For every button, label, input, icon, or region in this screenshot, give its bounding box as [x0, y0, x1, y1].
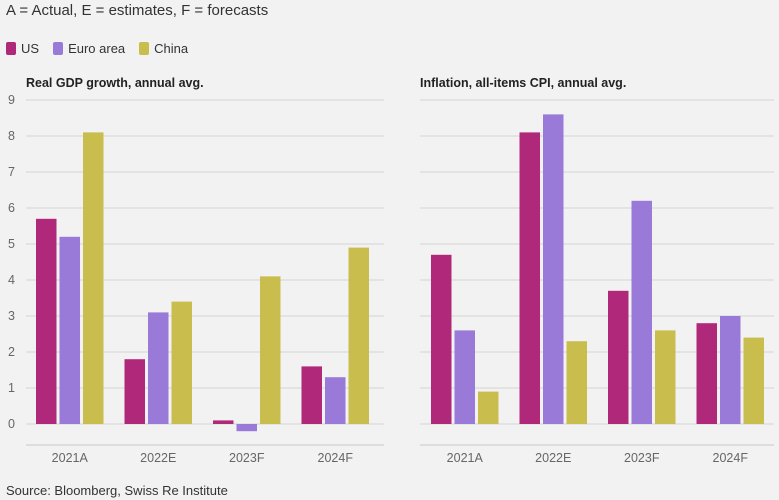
y-tick-label: 7 — [8, 165, 15, 179]
legend-label-us: US — [21, 41, 40, 56]
bar-china — [348, 247, 369, 424]
legend-item-us: US — [6, 41, 39, 56]
bar-us — [36, 218, 57, 424]
legend-swatch-china — [139, 42, 150, 55]
y-tick-label: 4 — [8, 273, 15, 287]
x-tick-label: 2021A — [447, 451, 484, 465]
legend-item-euro-area: Euro area — [53, 41, 125, 56]
bar-us — [124, 359, 145, 424]
bar-euro-area — [454, 330, 475, 424]
y-tick-label: 6 — [8, 201, 15, 215]
bar-china — [83, 132, 104, 424]
y-tick-label: 8 — [8, 129, 15, 143]
y-tick-label: 1 — [8, 381, 15, 395]
bar-us — [696, 323, 717, 424]
bar-china — [260, 276, 281, 424]
bar-euro-area — [631, 200, 652, 424]
y-tick-label: 0 — [8, 417, 15, 431]
bar-euro-area — [325, 377, 346, 424]
x-tick-label: 2021A — [52, 451, 89, 465]
y-tick-label: 3 — [8, 309, 15, 323]
bar-euro-area — [543, 114, 564, 425]
x-tick-label: 2024F — [318, 451, 354, 465]
y-tick-label: 2 — [8, 345, 15, 359]
bar-us — [301, 366, 322, 424]
legend-item-china: China — [139, 41, 188, 56]
legend-label-china: China — [154, 41, 189, 56]
x-tick-label: 2024F — [713, 451, 749, 465]
bar-china — [655, 330, 676, 424]
legend: US Euro area China — [6, 41, 202, 56]
legend-swatch-euro-area — [53, 42, 64, 55]
cpi-chart-title: Inflation, all-items CPI, annual avg. — [420, 76, 627, 90]
bar-euro-area — [148, 312, 169, 424]
bar-us — [608, 290, 629, 424]
bar-euro-area — [59, 236, 80, 424]
x-tick-label: 2022E — [140, 451, 176, 465]
bar-euro-area — [236, 424, 257, 432]
legend-label-euro-area: Euro area — [68, 41, 126, 56]
bar-us — [519, 132, 540, 424]
legend-swatch-us — [6, 42, 16, 55]
bar-china — [743, 337, 764, 424]
x-tick-label: 2022E — [535, 451, 571, 465]
y-tick-label: 9 — [8, 93, 15, 107]
bar-us — [213, 420, 234, 424]
source-note: Source: Bloomberg, Swiss Re Institute — [6, 483, 228, 498]
chart-note: A = Actual, E = estimates, F = forecasts — [6, 2, 269, 19]
x-tick-label: 2023F — [229, 451, 265, 465]
bar-china — [171, 301, 192, 424]
bar-china — [478, 391, 499, 424]
y-tick-label: 5 — [8, 237, 15, 251]
x-tick-label: 2023F — [624, 451, 660, 465]
bar-euro-area — [720, 316, 741, 424]
bar-us — [431, 254, 452, 424]
bar-china — [566, 341, 587, 424]
gdp-chart-title: Real GDP growth, annual avg. — [26, 76, 204, 90]
